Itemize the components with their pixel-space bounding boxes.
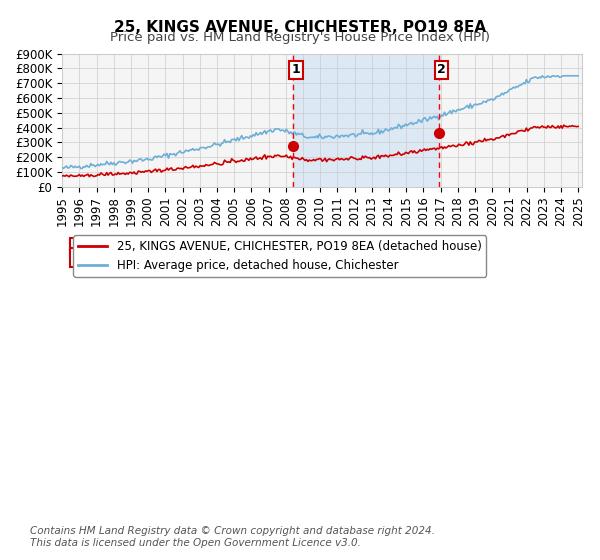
Text: 28-NOV-2016: 28-NOV-2016: [140, 251, 218, 264]
Text: 25, KINGS AVENUE, CHICHESTER, PO19 8EA: 25, KINGS AVENUE, CHICHESTER, PO19 8EA: [114, 20, 486, 35]
Text: 36% ↓ HPI: 36% ↓ HPI: [415, 251, 478, 264]
Text: 1: 1: [73, 241, 82, 254]
Text: 2: 2: [437, 63, 446, 76]
Text: 1: 1: [292, 63, 300, 76]
Legend: 25, KINGS AVENUE, CHICHESTER, PO19 8EA (detached house), HPI: Average price, det: 25, KINGS AVENUE, CHICHESTER, PO19 8EA (…: [73, 235, 487, 277]
Text: £360,000: £360,000: [311, 251, 367, 264]
Text: Contains HM Land Registry data © Crown copyright and database right 2024.
This d: Contains HM Land Registry data © Crown c…: [30, 526, 435, 548]
Text: Price paid vs. HM Land Registry's House Price Index (HPI): Price paid vs. HM Land Registry's House …: [110, 31, 490, 44]
Text: 2: 2: [73, 251, 82, 264]
Text: 06-JUN-2008: 06-JUN-2008: [140, 241, 215, 254]
Text: £277,000: £277,000: [311, 241, 367, 254]
Bar: [293, 54, 439, 187]
Text: 36% ↓ HPI: 36% ↓ HPI: [415, 241, 478, 254]
